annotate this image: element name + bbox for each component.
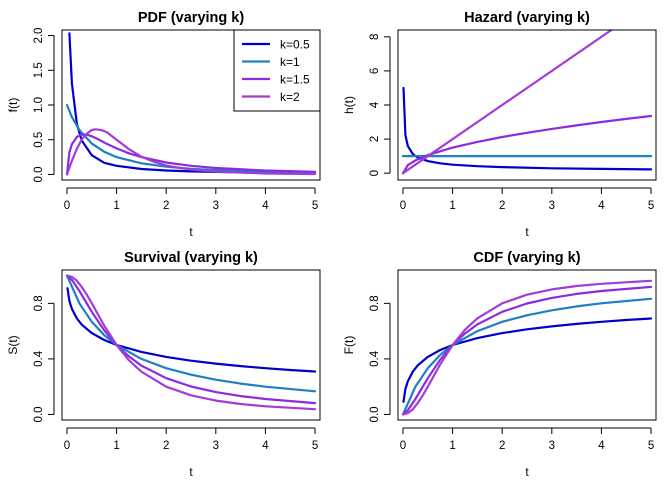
pdf-y-axis: 0.0 0.5 1.0 1.5 2.0: [33, 28, 55, 182]
cdf-series-k1: [401, 297, 653, 416]
hazard-x-tick-label: 1: [449, 200, 455, 212]
cdf-x-tick-label: 3: [549, 440, 555, 452]
pdf-series-group: [65, 32, 317, 176]
pdf-legend-label: k=0.5: [280, 38, 310, 52]
hazard-title: Hazard (varying k): [464, 10, 590, 26]
pdf-x-tick-label: 3: [213, 200, 219, 212]
hazard-y-tick-label: 6: [369, 68, 381, 74]
survival-x-tick-label: 1: [113, 440, 119, 452]
pdf-series-k2: [65, 128, 317, 176]
cdf-y-label: F(t): [342, 336, 356, 355]
hazard-series-group: [401, 30, 653, 175]
cdf-series-k2: [401, 279, 653, 416]
survival-x-tick-label: 5: [312, 440, 318, 452]
pdf-x-label: t: [189, 225, 193, 239]
cdf-panel: 0 1 2 3 4 5 0.0 0.4 0.8 CDF (varying k) t F(t): [342, 250, 657, 479]
pdf-legend: k=0.5 k=1 k=1.5 k=2: [233, 29, 321, 112]
pdf-x-axis: 0 1 2 3 4 5: [64, 187, 318, 212]
survival-x-tick-label: 0: [64, 440, 70, 452]
survival-series-k0_5: [66, 287, 317, 373]
cdf-plot-box: [397, 269, 657, 421]
survival-y-tick-label: 0.8: [33, 295, 45, 311]
survival-y-tick-label: 0.4: [33, 350, 45, 367]
cdf-series-group: [401, 279, 653, 416]
survival-x-axis: 0 1 2 3 4 5: [64, 427, 318, 452]
cdf-x-tick-label: 0: [400, 440, 406, 452]
hazard-y-tick-label: 8: [369, 34, 381, 40]
pdf-legend-label: k=1: [280, 55, 300, 69]
pdf-panel: 0 1 2 3 4 5 0.0 0.5 1.0 1.5 2.0 PDF (varying k) t f(t…: [6, 10, 321, 239]
cdf-x-axis: 0 1 2 3 4 5: [400, 427, 654, 452]
cdf-x-tick-label: 1: [449, 440, 455, 452]
cdf-y-tick-label: 0.8: [369, 295, 381, 311]
pdf-series-k1: [65, 103, 317, 174]
pdf-series-k1_5: [65, 133, 317, 176]
pdf-y-tick-label: 1.0: [33, 97, 45, 113]
survival-x-tick-label: 3: [213, 440, 219, 452]
cdf-y-axis: 0.0 0.4 0.8: [369, 295, 391, 422]
pdf-y-tick-label: 0.0: [33, 166, 45, 182]
survival-y-label: S(t): [6, 335, 20, 354]
survival-title: Survival (varying k): [124, 250, 258, 266]
hazard-y-tick-label: 0: [369, 170, 381, 176]
pdf-y-tick-label: 1.5: [33, 62, 45, 78]
pdf-x-tick-label: 1: [113, 200, 119, 212]
hazard-series-k1_5: [401, 114, 653, 175]
survival-plot-box: [61, 269, 321, 421]
pdf-legend-label: k=2: [280, 90, 300, 104]
hazard-x-label: t: [525, 225, 529, 239]
hazard-x-tick-label: 5: [648, 200, 654, 212]
survival-series-k1: [65, 274, 317, 393]
hazard-y-tick-label: 4: [369, 101, 381, 108]
cdf-title: CDF (varying k): [473, 250, 580, 266]
survival-x-tick-label: 2: [163, 440, 169, 452]
survival-x-label: t: [189, 465, 193, 479]
hazard-x-axis: 0 1 2 3 4 5: [400, 187, 654, 212]
hazard-y-tick-label: 2: [369, 136, 381, 142]
survival-y-axis: 0.0 0.4 0.8: [33, 295, 55, 422]
pdf-x-tick-label: 5: [312, 200, 318, 212]
cdf-x-label: t: [525, 465, 529, 479]
hazard-x-tick-label: 3: [549, 200, 555, 212]
survival-series-k1_5: [65, 274, 317, 405]
pdf-y-tick-label: 0.5: [33, 132, 45, 148]
pdf-legend-label: k=1.5: [280, 73, 310, 87]
survival-series-k2: [65, 274, 317, 411]
pdf-x-tick-label: 4: [262, 200, 269, 212]
survival-y-tick-label: 0.0: [33, 406, 45, 422]
hazard-x-tick-label: 2: [499, 200, 505, 212]
survival-series-group: [65, 274, 317, 411]
pdf-x-tick-label: 2: [163, 200, 169, 212]
hazard-x-tick-label: 0: [400, 200, 406, 212]
hazard-series-k0_5: [402, 86, 653, 171]
hazard-panel: 0 1 2 3 4 5 0 2 4 6 8 Hazard (varying k) t h(t): [342, 10, 657, 239]
survival-panel: 0 1 2 3 4 5 0.0 0.4 0.8 Survival (varying k) t S(t): [6, 250, 321, 479]
hazard-y-label: h(t): [342, 96, 356, 114]
cdf-y-tick-label: 0.0: [369, 406, 381, 422]
cdf-series-k0_5: [402, 317, 653, 403]
hazard-y-axis: 0 2 4 6 8: [369, 34, 391, 176]
hazard-series-k2: [401, 30, 614, 175]
cdf-x-tick-label: 5: [648, 440, 654, 452]
pdf-title: PDF (varying k): [138, 10, 245, 26]
cdf-x-tick-label: 2: [499, 440, 505, 452]
cdf-series-k1_5: [401, 285, 653, 416]
hazard-plot-box: [397, 29, 657, 181]
pdf-y-tick-label: 2.0: [33, 28, 45, 44]
pdf-x-tick-label: 0: [64, 200, 70, 212]
cdf-x-tick-label: 4: [598, 440, 605, 452]
survival-x-tick-label: 4: [262, 440, 269, 452]
hazard-x-tick-label: 4: [598, 200, 605, 212]
pdf-y-label: f(t): [6, 98, 20, 113]
cdf-y-tick-label: 0.4: [369, 350, 381, 367]
